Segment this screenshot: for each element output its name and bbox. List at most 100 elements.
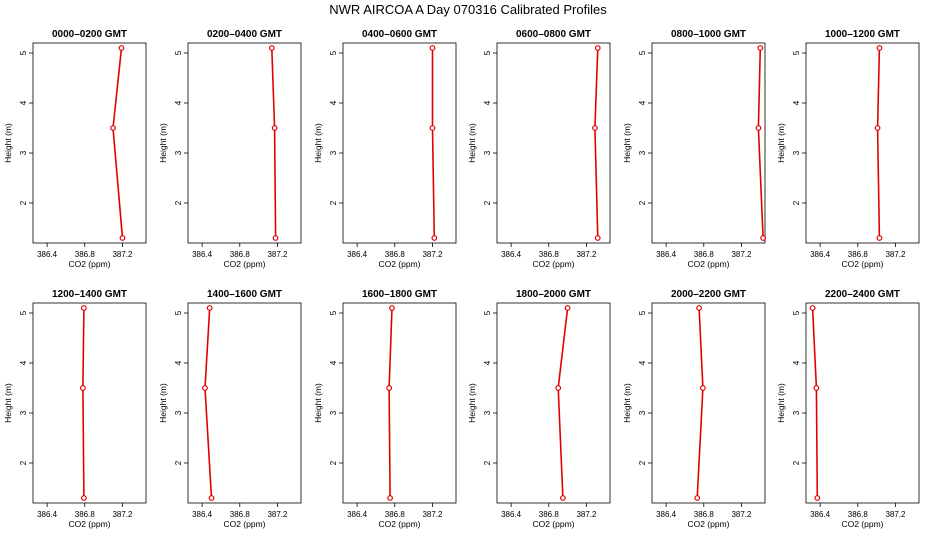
data-point bbox=[389, 305, 395, 311]
figure-title: NWR AIRCOA A Day 070316 Calibrated Profi… bbox=[329, 2, 607, 17]
y-tick-label: 5 bbox=[19, 50, 28, 55]
panel: 1800–2000 GMT 386.4 386.8 387.2 2 3 4 5 CO2 (ppm… bbox=[467, 289, 611, 529]
panel: 2200–2400 GMT 386.4 386.8 387.2 2 3 4 5 CO2 (ppm… bbox=[776, 289, 920, 529]
data-point bbox=[80, 385, 86, 391]
y-tick-label: 4 bbox=[792, 100, 801, 105]
panel-frame bbox=[342, 302, 457, 504]
panel-title: 2200–2400 GMT bbox=[825, 289, 900, 300]
y-axis-label: Height (m) bbox=[776, 123, 786, 163]
y-tick-label: 3 bbox=[174, 150, 183, 155]
x-tick-label: 386.8 bbox=[385, 510, 406, 519]
y-axis-label: Height (m) bbox=[622, 123, 632, 163]
y-tick-label: 2 bbox=[19, 200, 28, 205]
data-point bbox=[268, 45, 275, 51]
panel-title: 1600–1800 GMT bbox=[362, 289, 437, 300]
panel-frame bbox=[187, 42, 302, 244]
y-tick-label: 3 bbox=[19, 150, 28, 155]
y-axis-label: Height (m) bbox=[3, 123, 13, 163]
y-tick-label: 4 bbox=[638, 100, 647, 105]
y-tick-label: 3 bbox=[329, 410, 338, 415]
y-tick-label: 4 bbox=[483, 360, 492, 365]
panel-title: 1000–1200 GMT bbox=[825, 29, 900, 40]
profile-line bbox=[271, 47, 277, 239]
y-tick-label: 2 bbox=[483, 200, 492, 205]
y-tick-label: 3 bbox=[638, 410, 647, 415]
y-tick-label: 2 bbox=[329, 460, 338, 465]
profile-line bbox=[811, 307, 819, 499]
y-tick-label: 2 bbox=[483, 460, 492, 465]
y-axis-label: Height (m) bbox=[622, 383, 632, 423]
data-point bbox=[696, 305, 702, 311]
x-axis-label: CO2 (ppm) bbox=[841, 259, 883, 269]
x-tick-label: 386.4 bbox=[37, 250, 58, 259]
x-axis-label: CO2 (ppm) bbox=[68, 519, 110, 529]
panel-frame bbox=[32, 42, 147, 244]
x-tick-label: 386.4 bbox=[656, 510, 677, 519]
y-tick-label: 4 bbox=[792, 360, 801, 365]
y-tick-label: 5 bbox=[483, 50, 492, 55]
panel-title: 0800–1000 GMT bbox=[671, 29, 746, 40]
y-tick-label: 4 bbox=[174, 360, 183, 365]
x-axis-label: CO2 (ppm) bbox=[223, 259, 265, 269]
data-point bbox=[755, 125, 762, 131]
x-tick-label: 386.4 bbox=[501, 510, 522, 519]
profile-line bbox=[696, 307, 704, 499]
panel-frame bbox=[187, 302, 302, 504]
x-axis-label: CO2 (ppm) bbox=[223, 519, 265, 529]
x-tick-label: 386.4 bbox=[37, 510, 58, 519]
x-tick-label: 386.4 bbox=[192, 510, 213, 519]
data-point bbox=[119, 235, 126, 241]
panel: 0200–0400 GMT 386.4 386.8 387.2 2 3 4 5 CO2 (ppm… bbox=[158, 29, 302, 269]
x-tick-label: 387.2 bbox=[576, 510, 597, 519]
data-point bbox=[876, 45, 883, 51]
y-tick-label: 2 bbox=[638, 460, 647, 465]
x-tick-label: 386.8 bbox=[230, 510, 251, 519]
data-point bbox=[110, 125, 116, 131]
profile-line bbox=[594, 47, 599, 239]
x-tick-label: 386.8 bbox=[75, 250, 96, 259]
data-point bbox=[118, 45, 125, 51]
panel-title: 1400–1600 GMT bbox=[207, 289, 282, 300]
y-tick-label: 2 bbox=[174, 200, 183, 205]
y-tick-label: 3 bbox=[174, 410, 183, 415]
y-axis-label: Height (m) bbox=[158, 123, 168, 163]
panel-frame bbox=[32, 302, 147, 504]
x-tick-label: 386.4 bbox=[810, 250, 831, 259]
y-tick-label: 4 bbox=[483, 100, 492, 105]
x-tick-label: 386.4 bbox=[501, 250, 522, 259]
x-tick-label: 387.2 bbox=[267, 250, 288, 259]
y-axis-label: Height (m) bbox=[467, 383, 477, 423]
y-tick-label: 2 bbox=[329, 200, 338, 205]
y-tick-label: 5 bbox=[329, 310, 338, 315]
x-tick-label: 386.4 bbox=[810, 510, 831, 519]
y-tick-label: 4 bbox=[638, 360, 647, 365]
panel: 0400–0600 GMT 386.4 386.8 387.2 2 3 4 5 CO2 (ppm… bbox=[313, 29, 457, 269]
y-tick-label: 5 bbox=[19, 310, 28, 315]
y-tick-label: 3 bbox=[638, 150, 647, 155]
y-tick-label: 2 bbox=[174, 460, 183, 465]
y-axis-label: Height (m) bbox=[158, 383, 168, 423]
x-tick-label: 387.2 bbox=[885, 250, 906, 259]
y-tick-label: 4 bbox=[19, 100, 28, 105]
x-tick-label: 387.2 bbox=[731, 250, 752, 259]
panel-title: 0400–0600 GMT bbox=[362, 29, 437, 40]
x-tick-label: 387.2 bbox=[112, 250, 133, 259]
data-point bbox=[80, 305, 87, 311]
panel: 1600–1800 GMT 386.4 386.8 387.2 2 3 4 5 CO2 (ppm… bbox=[313, 289, 457, 529]
profile-line bbox=[757, 47, 764, 239]
y-tick-label: 2 bbox=[792, 460, 801, 465]
panel-frame bbox=[805, 302, 920, 504]
y-tick-label: 5 bbox=[792, 50, 801, 55]
x-tick-label: 386.8 bbox=[694, 250, 715, 259]
data-point bbox=[757, 45, 764, 51]
x-tick-label: 387.2 bbox=[422, 250, 443, 259]
x-axis-label: CO2 (ppm) bbox=[841, 519, 883, 529]
y-tick-label: 2 bbox=[792, 200, 801, 205]
x-axis-label: CO2 (ppm) bbox=[68, 259, 110, 269]
profile-line bbox=[388, 307, 393, 499]
profile-line bbox=[204, 307, 213, 499]
y-tick-label: 3 bbox=[483, 410, 492, 415]
y-tick-label: 5 bbox=[174, 50, 183, 55]
y-tick-label: 5 bbox=[483, 310, 492, 315]
